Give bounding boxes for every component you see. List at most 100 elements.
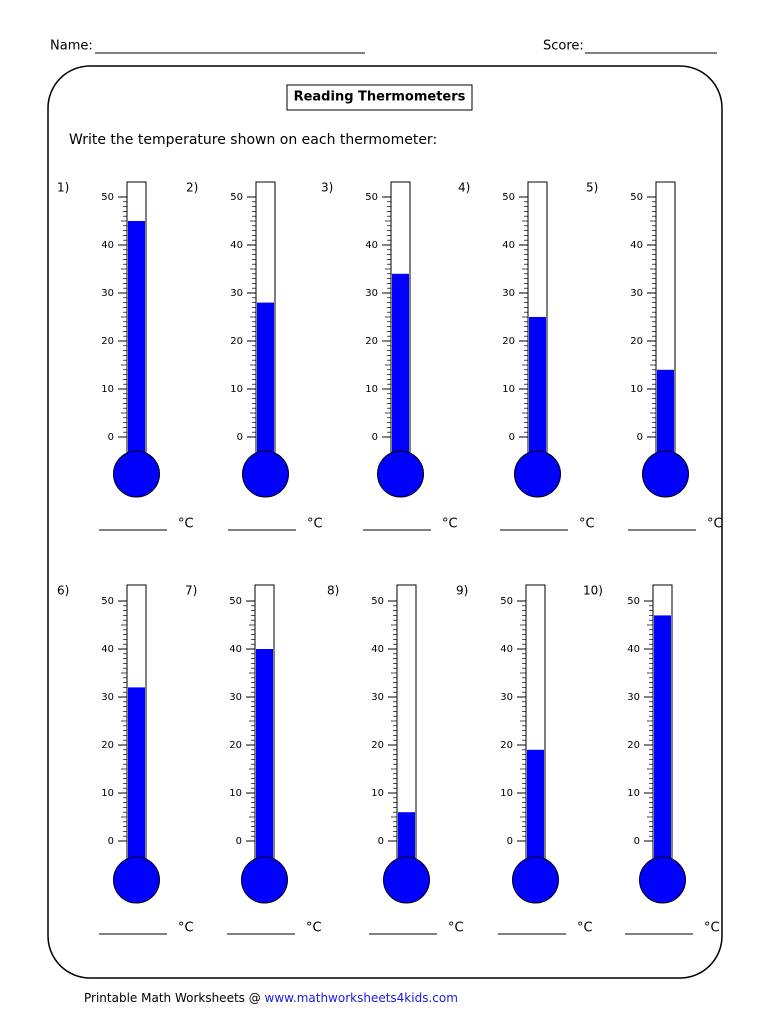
item-number: 1): [57, 181, 69, 195]
unit: °C: [178, 517, 194, 532]
tick-label: 0: [108, 836, 114, 847]
tick-label: 0: [634, 836, 640, 847]
unit: °C: [178, 921, 194, 936]
mercury: [257, 302, 274, 474]
bulb: [639, 856, 686, 904]
tick-label: 10: [229, 788, 242, 799]
mercury: [529, 317, 546, 474]
tick-label: 30: [627, 692, 640, 703]
tick-label: 50: [229, 596, 242, 607]
title: Reading Thermometers: [294, 90, 466, 105]
mercury: [256, 649, 273, 880]
tick-label: 30: [502, 288, 515, 299]
tick-label: 10: [502, 384, 515, 395]
mercury: [128, 221, 145, 474]
tick-label: 0: [637, 432, 643, 443]
mercury: [527, 749, 544, 880]
score-label: Score:: [543, 39, 584, 54]
tick-label: 30: [101, 692, 114, 703]
tick-label: 40: [500, 644, 513, 655]
bulb: [113, 856, 160, 904]
tick-label: 30: [500, 692, 513, 703]
tick-label: 20: [101, 740, 114, 751]
item-number: 10): [583, 584, 603, 598]
item-number: 4): [458, 181, 470, 195]
footer: Printable Math Worksheets @ www.mathwork…: [84, 991, 458, 1005]
tick-label: 30: [230, 288, 243, 299]
instruction: Write the temperature shown on each ther…: [69, 132, 437, 148]
tick-label: 10: [371, 788, 384, 799]
unit: °C: [579, 517, 595, 532]
bulb: [242, 450, 289, 498]
tick-label: 10: [101, 788, 114, 799]
tick-label: 20: [229, 740, 242, 751]
item-number: 6): [57, 584, 69, 598]
tick-label: 10: [627, 788, 640, 799]
tick-label: 20: [365, 336, 378, 347]
unit: °C: [704, 921, 720, 936]
tick-label: 0: [237, 432, 243, 443]
tick-label: 30: [630, 288, 643, 299]
unit: °C: [707, 517, 723, 532]
footer-link[interactable]: www.mathworksheets4kids.com: [265, 991, 458, 1005]
border: [47, 65, 723, 979]
unit: °C: [442, 517, 458, 532]
bulb: [241, 856, 288, 904]
tick-label: 0: [378, 836, 384, 847]
bulb: [377, 450, 424, 498]
tick-label: 30: [371, 692, 384, 703]
tick-label: 0: [236, 836, 242, 847]
mercury: [654, 615, 671, 880]
bulb: [514, 450, 561, 498]
unit: °C: [448, 921, 464, 936]
mercury: [657, 369, 674, 474]
item-number: 3): [321, 181, 333, 195]
tick-label: 50: [101, 596, 114, 607]
tick-label: 40: [630, 240, 643, 251]
tick-label: 40: [371, 644, 384, 655]
mercury: [392, 273, 409, 474]
bulb: [642, 450, 689, 498]
tick-label: 0: [108, 432, 114, 443]
item-number: 2): [186, 181, 198, 195]
tick-label: 40: [230, 240, 243, 251]
tick-label: 30: [101, 288, 114, 299]
tick-label: 10: [500, 788, 513, 799]
tick-label: 50: [365, 192, 378, 203]
bulb: [383, 856, 430, 904]
tick-label: 40: [502, 240, 515, 251]
tick-label: 40: [627, 644, 640, 655]
tick-label: 30: [365, 288, 378, 299]
tick-label: 50: [101, 192, 114, 203]
tick-label: 0: [507, 836, 513, 847]
mercury: [128, 687, 145, 880]
tick-label: 10: [630, 384, 643, 395]
item-number: 8): [327, 584, 339, 598]
bulb: [113, 450, 160, 498]
tick-label: 50: [371, 596, 384, 607]
tick-label: 40: [101, 644, 114, 655]
tick-label: 40: [229, 644, 242, 655]
tick-label: 10: [365, 384, 378, 395]
tick-label: 20: [627, 740, 640, 751]
tick-label: 30: [229, 692, 242, 703]
tick-label: 0: [372, 432, 378, 443]
unit: °C: [577, 921, 593, 936]
tick-label: 50: [630, 192, 643, 203]
tick-label: 20: [630, 336, 643, 347]
tick-label: 20: [500, 740, 513, 751]
tick-label: 20: [101, 336, 114, 347]
tick-label: 50: [230, 192, 243, 203]
tick-label: 0: [509, 432, 515, 443]
item-number: 7): [185, 584, 197, 598]
tick-label: 40: [101, 240, 114, 251]
tick-label: 10: [230, 384, 243, 395]
item-number: 5): [586, 181, 598, 195]
tick-label: 40: [365, 240, 378, 251]
unit: °C: [307, 517, 323, 532]
tick-label: 20: [371, 740, 384, 751]
footer-text: Printable Math Worksheets @: [84, 991, 261, 1005]
name-label: Name:: [50, 39, 93, 54]
